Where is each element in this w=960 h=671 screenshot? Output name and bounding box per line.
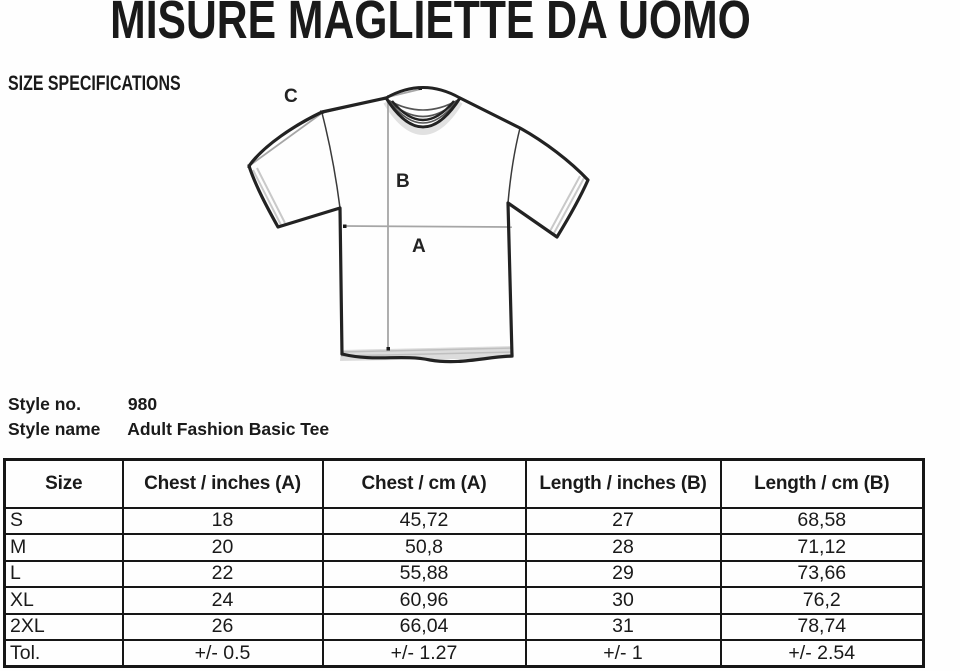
cell-length-inches: 29 <box>524 559 722 588</box>
cell-chest-cm: 45,72 <box>321 506 527 535</box>
table-row-tolerance: Tol. +/- 0.5 +/- 1.27 +/- 1 +/- 2.54 <box>3 639 925 668</box>
cell-length-inches: 30 <box>524 586 722 615</box>
cell-length-cm: +/- 2.54 <box>719 639 925 668</box>
cell-length-inches: 27 <box>524 506 722 535</box>
cell-chest-cm: 60,96 <box>321 586 527 615</box>
cell-length-cm: 73,66 <box>719 559 925 588</box>
measurement-lines <box>248 88 513 348</box>
table-row-xl: XL 24 60,96 30 76,2 <box>3 586 925 615</box>
measure-label-a: A <box>412 236 426 257</box>
cell-size: 2XL <box>3 612 124 641</box>
cell-length-cm: 78,74 <box>719 612 925 641</box>
sleeve-measure-line-c <box>248 88 422 167</box>
style-name-value: Adult Fashion Basic Tee <box>127 419 330 439</box>
cell-length-inches: 28 <box>524 533 722 562</box>
style-no-label: Style no. <box>8 394 81 414</box>
page-title: MISURE MAGLIETTE DA UOMO <box>0 0 860 47</box>
armhole-seams <box>321 112 521 209</box>
style-no-value: 980 <box>127 394 158 414</box>
cell-length-inches: +/- 1 <box>524 639 722 668</box>
table-row-l: L 22 55,88 29 73,66 <box>3 559 925 588</box>
cell-chest-inches: 22 <box>121 559 324 588</box>
cell-length-cm: 68,58 <box>719 506 925 535</box>
table-row-2xl: 2XL 26 66,04 31 78,74 <box>3 612 925 641</box>
table-row-s: S 18 45,72 27 68,58 <box>3 506 925 535</box>
cell-chest-cm: 50,8 <box>321 533 527 562</box>
header-size: Size <box>3 458 124 509</box>
cell-size: S <box>3 506 124 535</box>
cell-length-inches: 31 <box>524 612 722 641</box>
header-length-cm: Length / cm (B) <box>719 458 925 509</box>
size-table: Size Chest / inches (A) Chest / cm (A) L… <box>3 458 925 668</box>
cell-size: XL <box>3 586 124 615</box>
cell-chest-inches: 24 <box>121 586 324 615</box>
header-chest-cm: Chest / cm (A) <box>321 458 527 509</box>
header-chest-inches: Chest / inches (A) <box>121 458 324 509</box>
cell-chest-inches: 20 <box>121 533 324 562</box>
cell-chest-inches: 18 <box>121 506 324 535</box>
style-name-label: Style name <box>8 419 101 439</box>
table-row-m: M 20 50,8 28 71,12 <box>3 533 925 562</box>
measure-label-c: C <box>284 86 298 107</box>
cell-length-cm: 76,2 <box>719 586 925 615</box>
cell-size: L <box>3 559 124 588</box>
collar <box>384 86 462 129</box>
collar-shadow <box>383 100 463 135</box>
tshirt-outline <box>247 96 590 364</box>
cell-chest-cm: +/- 1.27 <box>321 639 527 668</box>
cell-size: M <box>3 533 124 562</box>
size-specifications-heading: SIZE SPECIFICATIONS <box>8 73 235 94</box>
header-length-inches: Length / inches (B) <box>524 458 722 509</box>
style-name-row: Style name Adult Fashion Basic Tee <box>8 419 330 439</box>
cell-length-cm: 71,12 <box>719 533 925 562</box>
cell-size: Tol. <box>3 639 124 668</box>
size-table-header-row: Size Chest / inches (A) Chest / cm (A) L… <box>3 458 925 509</box>
chest-measure-line-a <box>344 225 513 228</box>
style-number-row: Style no. 980 <box>8 394 158 414</box>
cell-chest-inches: 26 <box>121 612 324 641</box>
page-title-text: MISURE MAGLIETTE DA UOMO <box>109 0 751 50</box>
size-specifications-text: SIZE SPECIFICATIONS <box>8 72 181 95</box>
measure-label-b: B <box>396 171 410 192</box>
cuff-ribbing <box>252 167 585 236</box>
tshirt-diagram: C B A <box>247 86 590 364</box>
cell-chest-inches: +/- 0.5 <box>121 639 324 668</box>
cell-chest-cm: 66,04 <box>321 612 527 641</box>
cell-chest-cm: 55,88 <box>321 559 527 588</box>
